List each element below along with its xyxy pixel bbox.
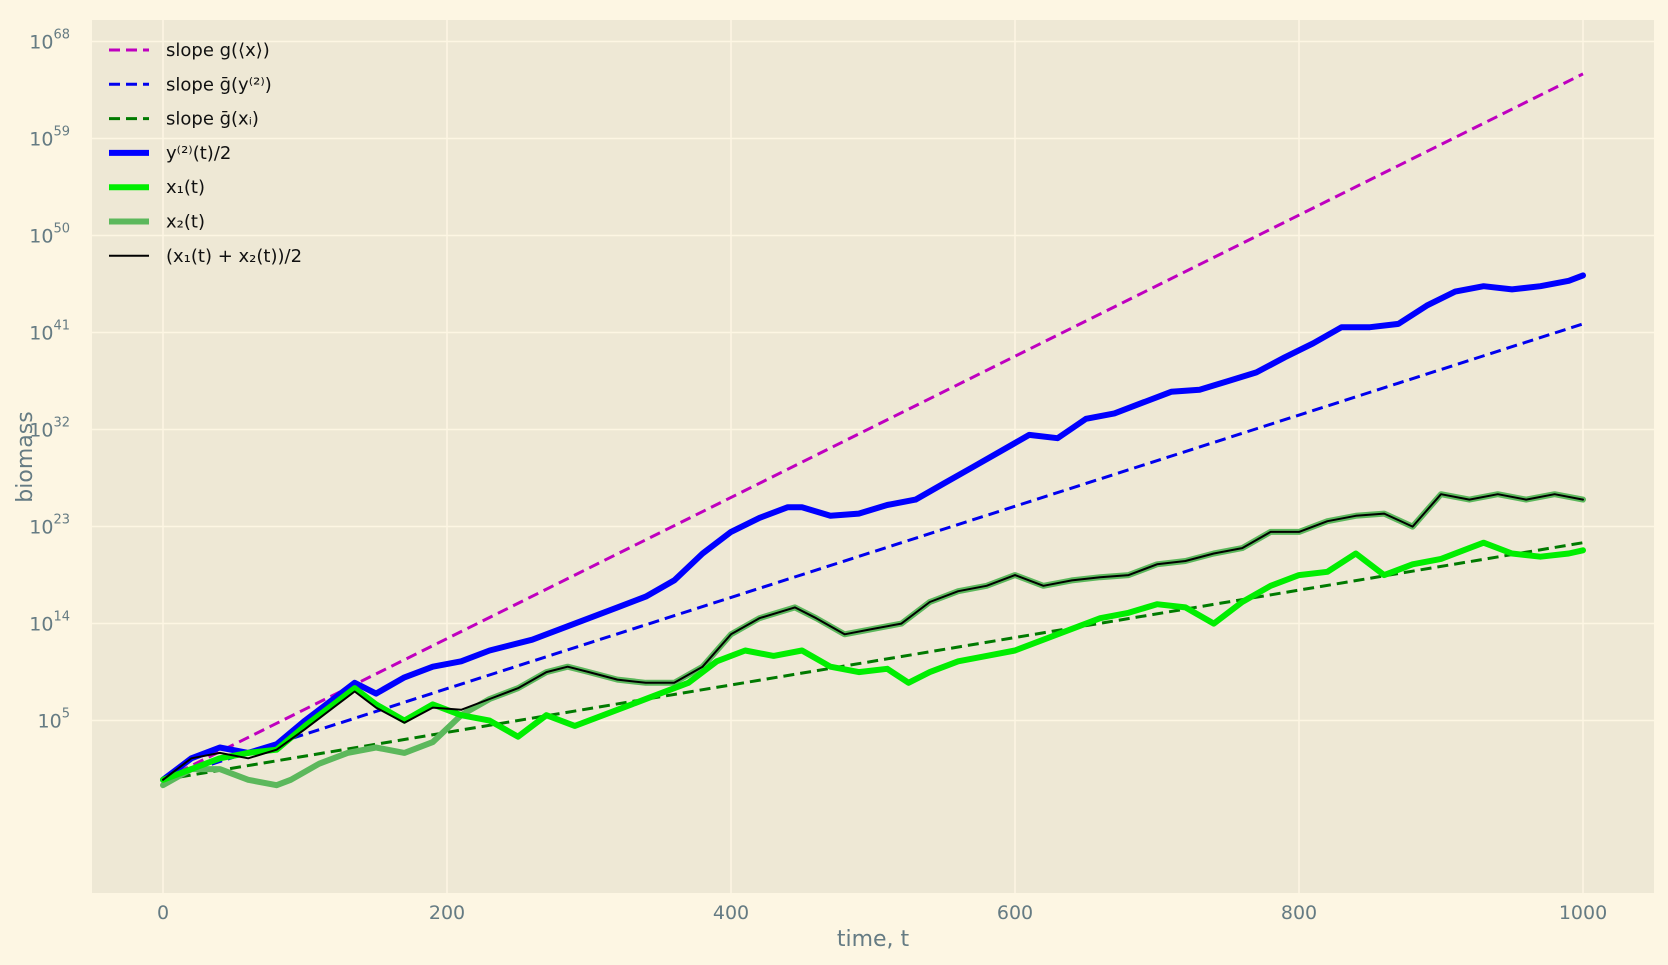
grid [92,20,1654,893]
y-tick-labels: 105 1014 1023 1032 1041 1050 1059 1068 [29,28,70,733]
legend-label-6: (x₁(t) + x₂(t))/2 [166,246,302,267]
series-line-3 [160,272,1586,783]
y-tick-label: 1014 [29,610,70,636]
x-tick-label: 200 [429,902,465,924]
y-axis-label: biomass [13,411,38,502]
series-line-4 [160,539,1586,783]
x-tick-label: 800 [1281,902,1317,924]
y-tick-label: 1023 [29,513,70,539]
y-tick-label: 1059 [29,125,70,151]
legend-label-2: slope ḡ(xᵢ) [166,109,259,130]
y-tick-label: 1068 [29,28,70,54]
x-axis-label: time, t [837,927,910,952]
x-tick-label: 600 [997,902,1033,924]
y-tick-label: 1050 [29,222,70,248]
series-line-6 [162,493,1584,781]
series-layer [160,72,1586,789]
legend-label-1: slope ḡ(y⁽²⁾) [166,74,272,95]
x-tick-label: 1000 [1559,902,1607,924]
legend: slope g(⟨x⟩) slope ḡ(y⁽²⁾) slope ḡ(xᵢ) y⁽²⁾… [109,40,302,267]
x-tick-labels: 0 200 400 600 800 1000 [157,902,1607,924]
x-tick-label: 400 [713,902,749,924]
series-line-2 [162,541,1584,782]
y-tick-label: 105 [38,707,70,733]
legend-label-5: x₂(t) [166,212,205,233]
legend-label-0: slope g(⟨x⟩) [166,40,270,61]
y-tick-label: 1041 [29,319,70,345]
series-line-0 [162,72,1584,782]
legend-label-4: x₁(t) [166,177,205,198]
series-line-1 [162,322,1584,782]
x-tick-label: 0 [157,902,169,924]
legend-label-3: y⁽²⁾(t)/2 [166,143,231,164]
y-tick-label: 1032 [29,416,70,442]
